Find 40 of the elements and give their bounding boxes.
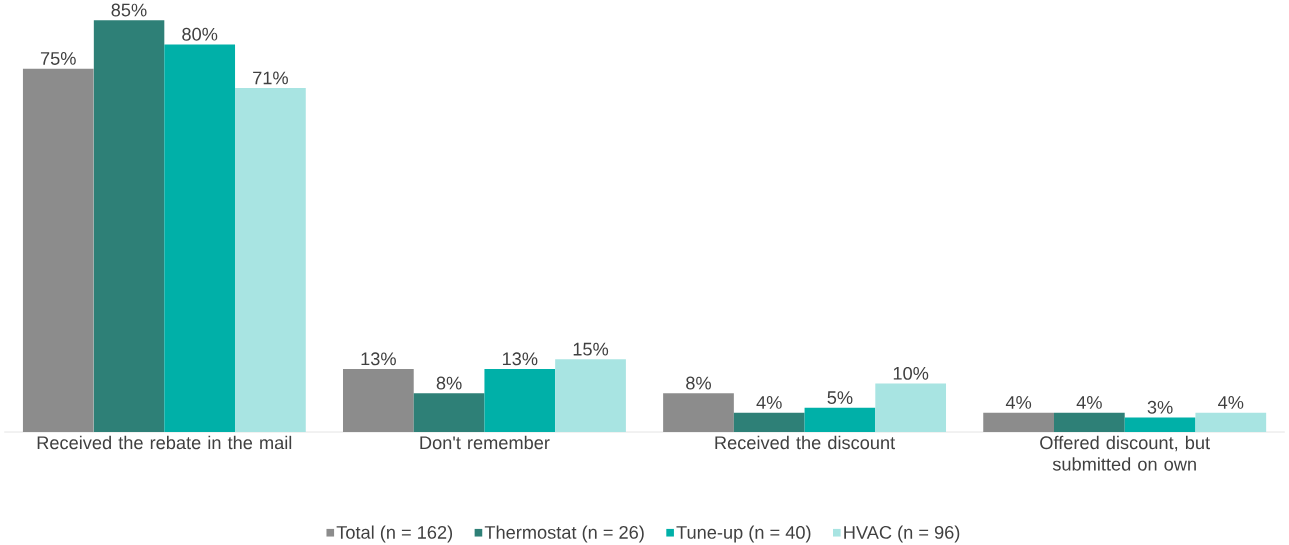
bar [804,408,876,433]
data-label: 4% [1218,396,1244,410]
bar [1124,417,1196,433]
legend-label: Total (n = 162) [336,525,453,543]
bar [342,369,414,433]
data-label: 85% [111,3,147,17]
x-tick-label: Received the discount [715,436,896,450]
data-label: 4% [756,396,782,410]
data-label: 8% [686,376,711,390]
data-label: 13% [361,352,396,366]
data-label: 4% [1076,396,1102,410]
legend-label: HVAC (n = 96) [844,525,960,543]
bar [235,88,306,433]
bar [1053,412,1125,433]
bar [663,393,734,433]
bar [733,412,805,433]
data-label: 5% [827,391,853,405]
bar [93,20,165,433]
data-label: 10% [893,367,929,381]
bar [164,44,236,433]
legend-label: Tune-up (n = 40) [676,525,811,543]
x-tick-label: Offered discount, but submitted on own [1040,436,1210,471]
bar [1195,412,1267,433]
bar [983,412,1054,433]
bar [484,369,556,433]
bar [22,68,94,433]
data-label: 75% [40,52,76,66]
bar [413,393,485,433]
bar [555,359,626,433]
data-label: 80% [182,28,218,41]
bar [875,383,947,433]
x-tick-label: Received the rebate in the mail [37,436,292,450]
data-label: 4% [1005,396,1032,410]
data-label: 3% [1147,401,1173,414]
x-tick-label: Don't remember [420,436,550,450]
data-label: 71% [253,71,288,85]
data-label: 13% [502,352,538,366]
data-label: 15% [573,342,609,356]
data-label: 8% [436,376,462,390]
legend-label: Thermostat (n = 26) [484,525,644,543]
